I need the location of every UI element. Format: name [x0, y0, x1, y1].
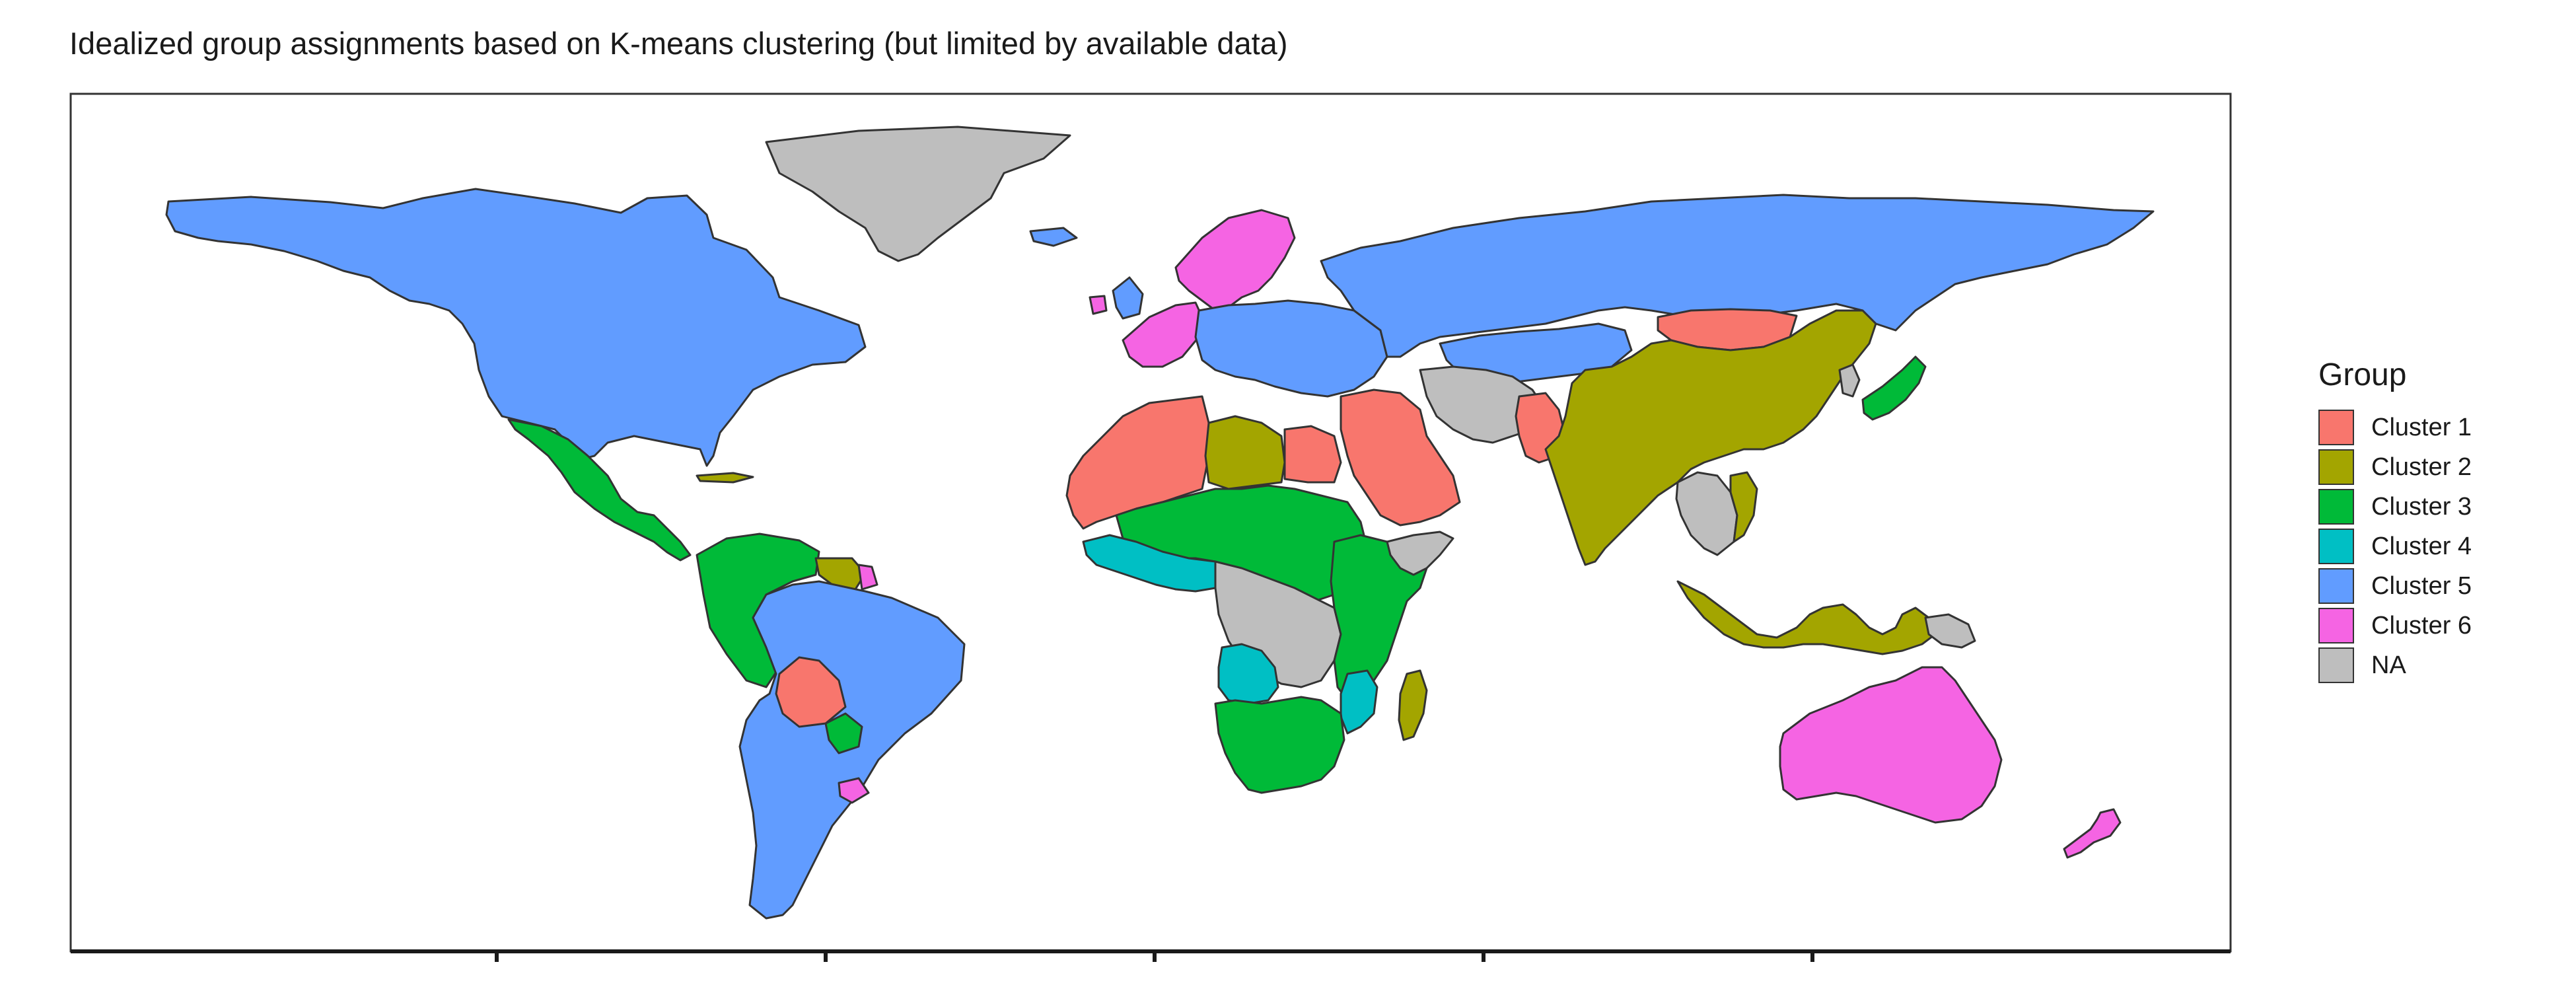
- chart-title: Idealized group assignments based on K-m…: [69, 26, 1288, 61]
- legend-label: Cluster 2: [2371, 453, 2472, 481]
- region-mexico-central-america: [507, 418, 692, 562]
- legend-label: Cluster 4: [2371, 532, 2472, 560]
- legend-item: Cluster 6: [2318, 606, 2472, 645]
- region-china-india: [1544, 309, 1877, 566]
- region-australia: [1779, 666, 2003, 824]
- legend-item: Cluster 4: [2318, 527, 2472, 566]
- legend: Group Cluster 1 Cluster 2 Cluster 3 Clus…: [2318, 357, 2472, 685]
- legend-label: NA: [2371, 651, 2406, 679]
- legend-swatch: [2318, 647, 2354, 683]
- x-axis: [71, 949, 2231, 962]
- region-egypt: [1283, 425, 1342, 484]
- legend-label: Cluster 1: [2371, 413, 2472, 441]
- region-scandinavia: [1174, 209, 1296, 312]
- legend-item: Cluster 3: [2318, 487, 2472, 527]
- legend-title: Group: [2318, 357, 2407, 392]
- region-paraguay: [824, 712, 863, 754]
- legend-swatch: [2318, 608, 2354, 643]
- region-greenland: [765, 126, 1071, 262]
- region-iceland: [1029, 227, 1078, 247]
- legend-swatch: [2318, 529, 2354, 564]
- legend-item: Cluster 5: [2318, 566, 2472, 606]
- region-southern-africa: [1214, 696, 1345, 794]
- legend-swatch: [2318, 449, 2354, 485]
- region-new-zealand: [2063, 808, 2122, 859]
- region-mainland-southeast-asia: [1675, 471, 1738, 556]
- legend-swatch: [2318, 489, 2354, 525]
- region-russia: [1320, 194, 2155, 358]
- legend-item: Cluster 2: [2318, 447, 2472, 487]
- region-vietnam: [1729, 471, 1758, 543]
- region-middle-east: [1340, 388, 1461, 527]
- region-caribbean: [696, 472, 754, 484]
- region-madagascar: [1398, 669, 1428, 741]
- region-bolivia: [775, 656, 847, 728]
- region-french-guiana: [857, 564, 878, 591]
- region-ireland: [1089, 295, 1108, 315]
- legend-swatch: [2318, 568, 2354, 604]
- region-north-africa: [1065, 395, 1210, 530]
- legend-item: NA: [2318, 645, 2472, 685]
- region-papua: [1924, 613, 1976, 649]
- legend-label: Cluster 6: [2371, 611, 2472, 640]
- region-libya: [1204, 415, 1286, 490]
- region-horn-of-africa: [1386, 531, 1454, 576]
- legend-swatch: [2318, 410, 2354, 445]
- region-uk: [1112, 276, 1144, 320]
- legend-label: Cluster 3: [2371, 492, 2472, 521]
- region-mozambique: [1340, 669, 1378, 735]
- region-west-africa-coast: [1082, 534, 1230, 593]
- region-central-eastern-europe: [1194, 299, 1388, 398]
- region-japan: [1861, 355, 1927, 421]
- region-korea: [1838, 363, 1861, 398]
- region-north-america: [165, 188, 867, 467]
- region-angola: [1217, 643, 1279, 705]
- region-uruguay: [838, 777, 870, 804]
- legend-label: Cluster 5: [2371, 571, 2472, 600]
- legend-item: Cluster 1: [2318, 408, 2472, 447]
